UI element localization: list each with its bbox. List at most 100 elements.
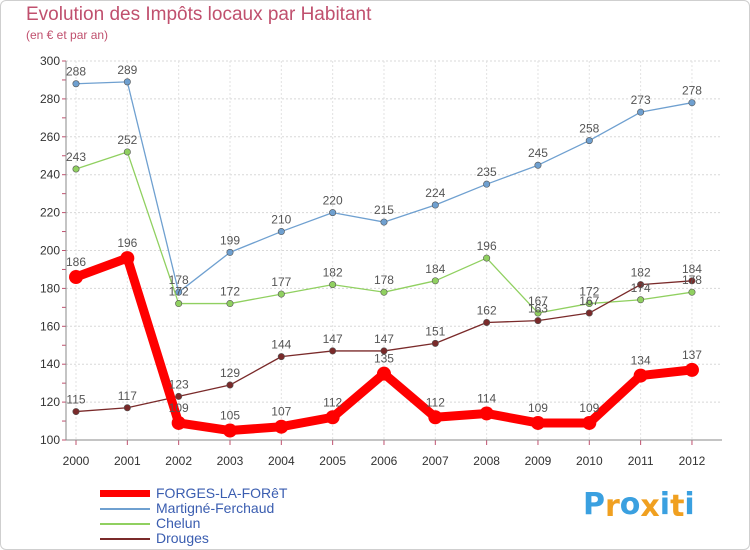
data-label: 147: [374, 332, 394, 346]
logo-letter: P: [583, 487, 605, 522]
data-point: [428, 410, 443, 425]
data-point: [684, 362, 699, 377]
x-tick-label: 2004: [268, 454, 295, 468]
data-label: 134: [631, 354, 651, 368]
data-label: 144: [271, 338, 291, 352]
data-label: 178: [169, 273, 189, 287]
data-label: 162: [477, 304, 497, 318]
data-point: [72, 165, 80, 173]
data-label: 220: [323, 194, 343, 208]
data-label: 109: [579, 401, 599, 415]
y-tick-label: 200: [40, 244, 60, 258]
logo-letter: o: [619, 487, 641, 522]
legend-swatch: [100, 508, 150, 510]
data-label: 105: [220, 409, 240, 423]
data-label: 210: [271, 213, 291, 227]
y-tick-label: 180: [40, 281, 60, 295]
data-point: [72, 80, 80, 88]
data-label: 109: [169, 401, 189, 415]
data-point: [582, 415, 597, 430]
data-point: [380, 347, 388, 355]
data-label: 107: [271, 405, 291, 419]
data-label: 184: [682, 262, 702, 276]
data-label: 172: [579, 285, 599, 299]
x-tick-label: 2010: [576, 454, 603, 468]
data-label: 112: [426, 395, 445, 409]
data-point: [431, 339, 439, 347]
data-label: 184: [425, 262, 445, 276]
x-tick-label: 2002: [165, 454, 192, 468]
data-point: [688, 288, 696, 296]
data-label: 245: [528, 146, 548, 160]
data-point: [585, 137, 593, 145]
logo-letter: x: [640, 489, 660, 524]
data-label: 288: [66, 65, 86, 79]
data-label: 235: [477, 165, 497, 179]
data-label: 117: [118, 389, 137, 403]
x-tick-label: 2003: [217, 454, 244, 468]
data-label: 178: [374, 273, 394, 287]
data-point: [329, 347, 337, 355]
data-point: [123, 148, 131, 156]
data-point: [329, 209, 337, 217]
proxiti-logo: Proxiti: [583, 487, 695, 524]
y-tick-label: 140: [40, 357, 60, 371]
data-point: [479, 406, 494, 421]
data-label: 182: [631, 266, 651, 280]
data-label: 151: [425, 324, 445, 338]
y-tick-label: 260: [40, 130, 60, 144]
data-point: [72, 408, 80, 416]
data-label: 199: [220, 233, 240, 247]
data-label: 252: [117, 133, 137, 147]
data-point: [175, 300, 183, 308]
x-tick-label: 2005: [319, 454, 346, 468]
x-tick-label: 2007: [422, 454, 449, 468]
data-point: [277, 228, 285, 236]
data-label: 289: [117, 63, 137, 77]
data-label: 178: [682, 273, 702, 287]
y-tick-label: 220: [40, 206, 60, 220]
x-tick-label: 2009: [525, 454, 552, 468]
data-label: 114: [477, 391, 496, 405]
data-label: 182: [323, 266, 343, 280]
data-label: 163: [528, 302, 548, 316]
data-point: [171, 415, 186, 430]
y-tick-label: 280: [40, 92, 60, 106]
data-label: 129: [220, 366, 240, 380]
data-label: 167: [528, 294, 548, 308]
data-point: [226, 248, 234, 256]
data-label: 186: [66, 255, 86, 269]
data-point: [534, 309, 542, 317]
data-point: [483, 254, 491, 262]
data-point: [534, 317, 542, 325]
data-point: [534, 161, 542, 169]
x-tick-label: 2000: [63, 454, 90, 468]
data-point: [585, 309, 593, 317]
data-point: [637, 108, 645, 116]
y-tick-label: 160: [40, 319, 60, 333]
data-point: [277, 353, 285, 361]
data-point: [431, 201, 439, 209]
legend-swatch: [100, 490, 150, 497]
data-label: 196: [117, 236, 137, 250]
data-point: [431, 277, 439, 285]
x-tick-label: 2006: [371, 454, 398, 468]
data-point: [69, 270, 83, 285]
logo-letter: i: [684, 487, 695, 522]
logo-letter: i: [659, 487, 671, 522]
data-label: 112: [323, 395, 342, 409]
data-point: [380, 218, 388, 226]
line-chart: 100 120 140 160 180 200 220 240 260 280 300 2000 200…: [40, 54, 722, 468]
legend-swatch: [100, 538, 150, 540]
data-point: [688, 277, 696, 285]
x-tick-label: 2001: [114, 454, 141, 468]
data-point: [123, 78, 131, 86]
data-point: [380, 288, 388, 296]
data-point: [226, 381, 234, 389]
data-label: 215: [374, 203, 394, 217]
x-tick-label: 2012: [679, 454, 706, 468]
data-point: [325, 410, 340, 425]
data-label: 115: [66, 393, 85, 407]
data-label: 258: [579, 122, 599, 136]
legend-swatch: [100, 523, 150, 525]
